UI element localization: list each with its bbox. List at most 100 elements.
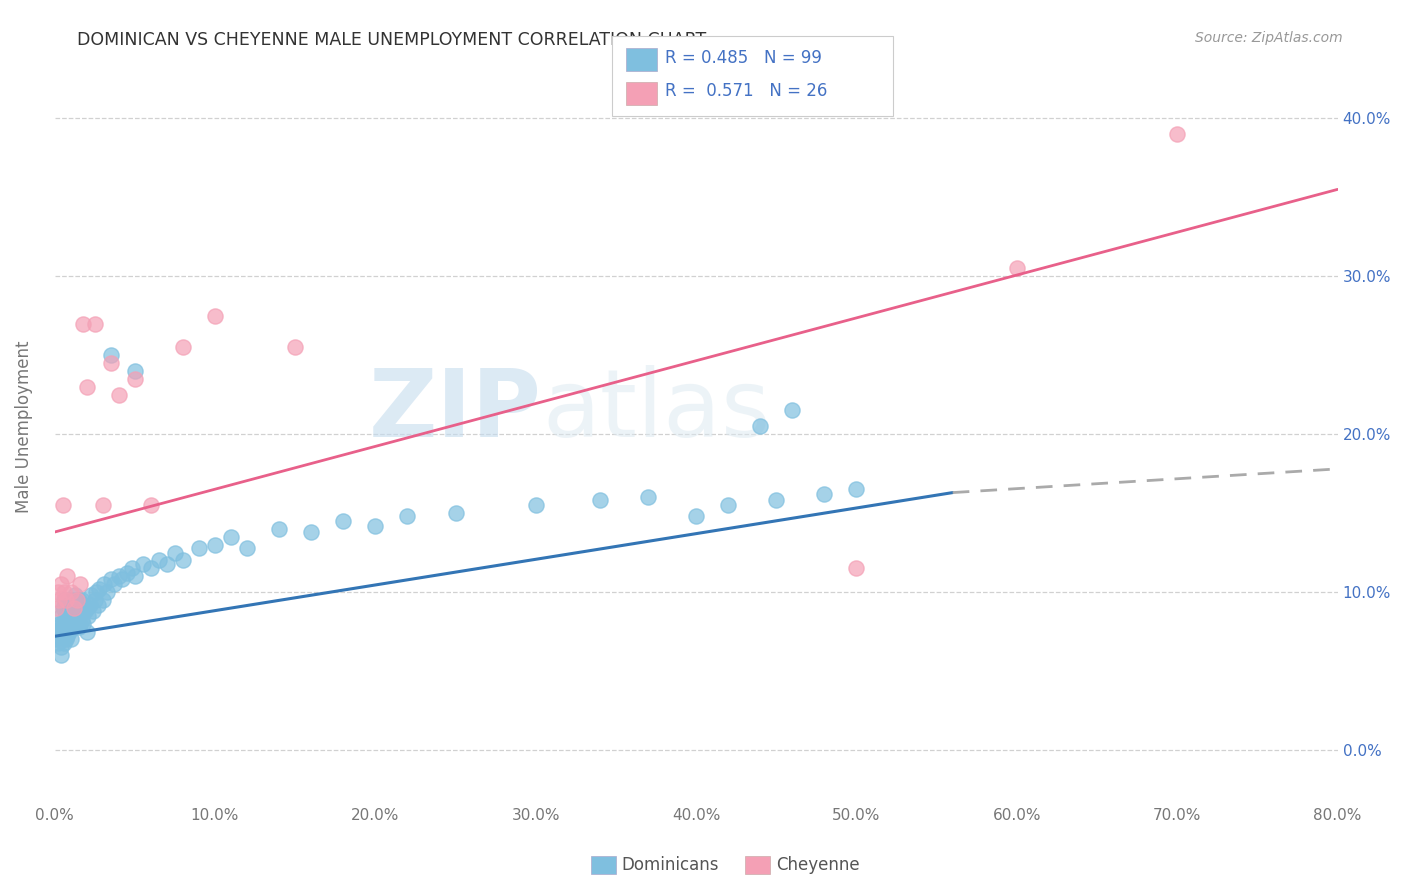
Point [45, 632, 67, 647]
Point [845, 561, 868, 575]
Point [49, 577, 72, 591]
Point [84, 585, 107, 599]
Point [53, 614, 76, 628]
Point [66, 614, 89, 628]
Point [58, 614, 80, 628]
Point [56, 604, 79, 618]
Point [1005, 261, 1028, 276]
Text: Dominicans: Dominicans [621, 856, 718, 874]
Point [51, 620, 73, 634]
Point [100, 348, 122, 362]
Point [87, 598, 110, 612]
Text: Source: ZipAtlas.com: Source: ZipAtlas.com [1195, 31, 1343, 45]
Point [60, 614, 83, 628]
Point [204, 309, 226, 323]
Point [284, 340, 307, 354]
Point [65, 616, 87, 631]
Point [67, 593, 90, 607]
Point [111, 573, 134, 587]
Point [80, 588, 103, 602]
Point [53, 593, 76, 607]
Point [103, 577, 125, 591]
Point [685, 509, 707, 524]
Point [48, 623, 70, 637]
Point [76, 600, 98, 615]
Point [76, 380, 98, 394]
Point [83, 317, 105, 331]
Text: Cheyenne: Cheyenne [776, 856, 859, 874]
Point [53, 585, 76, 599]
Point [53, 635, 76, 649]
Point [56, 629, 79, 643]
Point [65, 588, 87, 602]
Point [53, 624, 76, 639]
Point [66, 598, 89, 612]
Point [59, 616, 82, 631]
Point [51, 600, 73, 615]
Point [55, 598, 77, 612]
Point [65, 604, 87, 618]
Point [156, 557, 179, 571]
Point [56, 593, 79, 607]
Point [48, 616, 70, 631]
Point [267, 522, 290, 536]
Point [107, 569, 129, 583]
Point [299, 524, 322, 539]
Point [51, 616, 73, 631]
Point [46, 620, 69, 634]
Point [91, 498, 114, 512]
Point [62, 593, 84, 607]
Point [69, 616, 91, 631]
Point [69, 577, 91, 591]
Point [813, 487, 835, 501]
Point [717, 498, 740, 512]
Point [93, 577, 115, 591]
Text: R = 0.485   N = 99: R = 0.485 N = 99 [665, 49, 823, 67]
Point [204, 538, 226, 552]
Point [49, 648, 72, 663]
Y-axis label: Male Unemployment: Male Unemployment [15, 340, 32, 513]
Point [51, 629, 73, 643]
Point [49, 640, 72, 655]
Point [59, 585, 82, 599]
Point [69, 598, 91, 612]
Point [59, 604, 82, 618]
Point [124, 364, 146, 378]
Point [66, 593, 89, 607]
Point [46, 635, 69, 649]
Text: DOMINICAN VS CHEYENNE MALE UNEMPLOYMENT CORRELATION CHART: DOMINICAN VS CHEYENNE MALE UNEMPLOYMENT … [77, 31, 707, 49]
Point [91, 593, 114, 607]
Point [58, 624, 80, 639]
Point [49, 624, 72, 639]
Point [70, 593, 93, 607]
Point [62, 608, 84, 623]
Point [1166, 127, 1188, 141]
Point [49, 608, 72, 623]
Point [96, 585, 118, 599]
Point [67, 620, 90, 634]
Point [107, 387, 129, 401]
Point [749, 419, 772, 434]
Point [172, 340, 194, 354]
Point [100, 356, 122, 370]
Point [524, 498, 547, 512]
Point [59, 632, 82, 647]
Point [48, 629, 70, 643]
Point [765, 493, 787, 508]
Point [124, 372, 146, 386]
Point [364, 518, 387, 533]
Point [55, 632, 77, 647]
Point [45, 600, 67, 615]
Point [82, 604, 104, 618]
Point [83, 593, 105, 607]
Point [219, 530, 242, 544]
Point [332, 514, 354, 528]
Text: atlas: atlas [543, 366, 770, 458]
Point [124, 569, 146, 583]
Point [72, 616, 94, 631]
Point [172, 553, 194, 567]
Point [62, 600, 84, 615]
Point [58, 598, 80, 612]
Point [55, 593, 77, 607]
Point [46, 585, 69, 599]
